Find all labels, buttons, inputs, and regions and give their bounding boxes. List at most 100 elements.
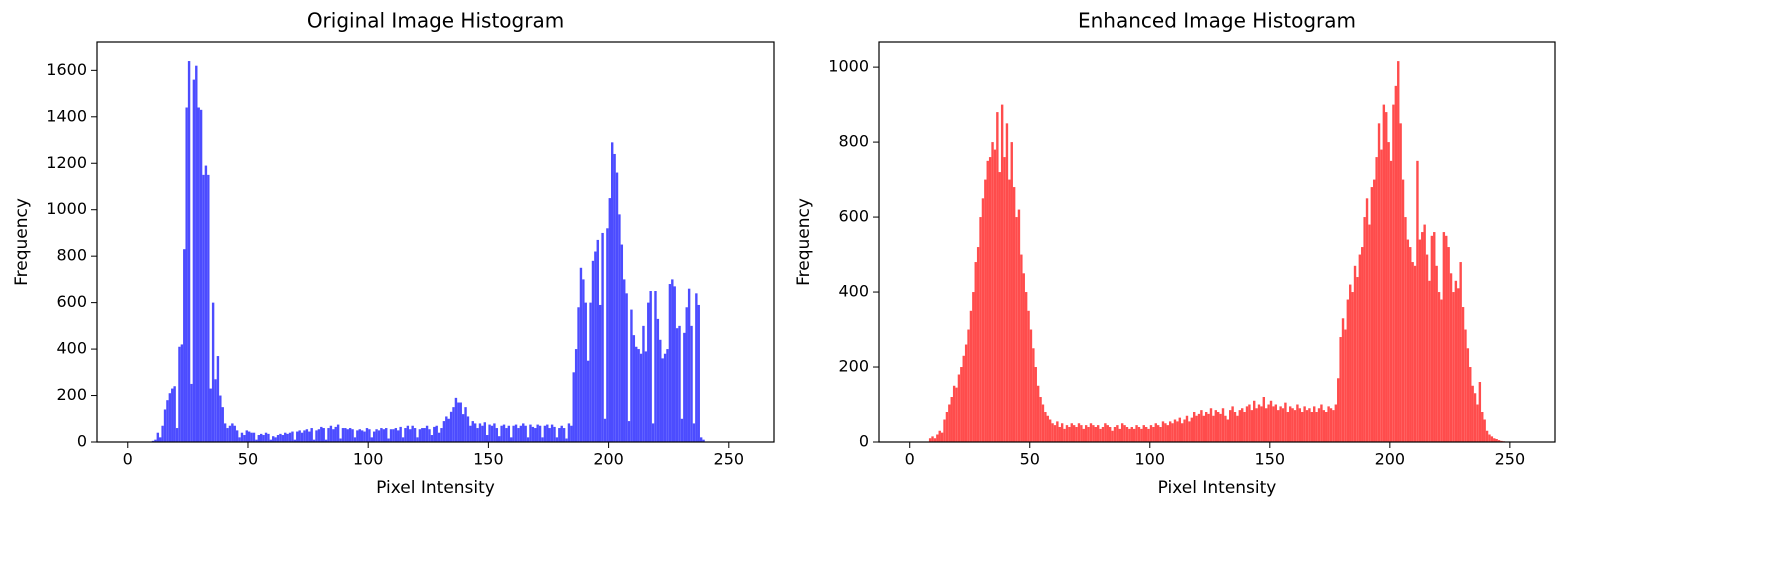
bar (979, 217, 982, 442)
bar (1471, 385, 1474, 442)
bar (449, 411, 453, 442)
y-axis-label: Frequency (12, 198, 32, 286)
bar (209, 388, 212, 442)
bar (562, 428, 566, 442)
bar (240, 432, 244, 442)
bar (228, 425, 232, 442)
bar (1265, 408, 1268, 442)
bar (1289, 406, 1292, 442)
bar (1221, 408, 1225, 442)
bar (1017, 209, 1021, 442)
bar (334, 426, 337, 442)
bar (1094, 427, 1097, 442)
bar (1080, 425, 1083, 442)
bar (1245, 406, 1249, 442)
bar (310, 428, 313, 442)
bar (372, 431, 376, 442)
bar (1152, 427, 1155, 442)
bar (226, 428, 229, 442)
bar (1113, 427, 1117, 442)
x-tick-label: 250 (714, 450, 745, 469)
bar (315, 430, 318, 442)
bar (411, 425, 414, 442)
bar (1063, 428, 1066, 442)
bar (216, 356, 220, 442)
bar (233, 425, 236, 442)
bar (967, 329, 970, 442)
bar (1495, 439, 1498, 442)
bar (974, 262, 977, 442)
bar (1291, 408, 1294, 442)
bar (1279, 406, 1282, 442)
bar (1277, 410, 1280, 442)
bar (346, 429, 349, 442)
bar (370, 437, 373, 442)
bar (991, 142, 994, 442)
bar (1377, 123, 1381, 442)
bar (305, 429, 309, 442)
bar (368, 429, 371, 442)
bar (401, 437, 405, 442)
bar (274, 437, 277, 442)
bar (584, 302, 587, 442)
bar (1140, 428, 1143, 442)
bar (221, 407, 224, 442)
bar (389, 429, 393, 442)
bar (507, 425, 511, 442)
bar (1190, 417, 1193, 442)
bar (654, 291, 657, 442)
bar (276, 435, 280, 442)
bar (1293, 410, 1297, 442)
bar (1449, 273, 1453, 442)
bar (637, 349, 640, 442)
bar (1493, 438, 1496, 442)
bar (317, 429, 321, 442)
bar (1248, 404, 1251, 442)
bar (1430, 235, 1434, 442)
bar (1452, 292, 1455, 442)
y-tick-label: 800 (838, 132, 869, 151)
bar (1195, 415, 1198, 442)
bar (1229, 410, 1232, 442)
bar (1461, 307, 1465, 442)
bar (1048, 419, 1052, 442)
bar (1241, 408, 1244, 442)
bar (291, 431, 294, 442)
bar (1284, 402, 1287, 442)
bar (560, 425, 563, 442)
bar (1351, 292, 1354, 442)
axes-frame (878, 41, 1556, 443)
bar (1409, 247, 1412, 442)
bar (288, 432, 292, 442)
bar (644, 351, 648, 442)
bar (1000, 104, 1004, 442)
bar (1320, 404, 1323, 442)
bar (351, 429, 354, 442)
bar (538, 425, 542, 442)
bar (1382, 104, 1386, 442)
bar (257, 435, 260, 442)
bar (1027, 310, 1030, 442)
bar (1207, 413, 1210, 442)
bar (175, 428, 179, 442)
bar (512, 425, 515, 442)
bar (1149, 425, 1153, 442)
bar (471, 421, 474, 442)
bar (187, 61, 191, 443)
bar (320, 426, 323, 442)
bar (1087, 427, 1090, 442)
bar (231, 423, 234, 442)
bar (339, 438, 342, 442)
bar (510, 437, 513, 442)
x-axis-label: Pixel Intensity (1158, 478, 1277, 498)
bar (1315, 412, 1318, 442)
bar (409, 429, 412, 442)
bar (1337, 378, 1340, 442)
bar (651, 423, 655, 442)
bar (197, 107, 200, 443)
bar (1183, 419, 1186, 442)
bar (466, 416, 470, 442)
bar (154, 439, 157, 442)
bar (166, 400, 169, 442)
